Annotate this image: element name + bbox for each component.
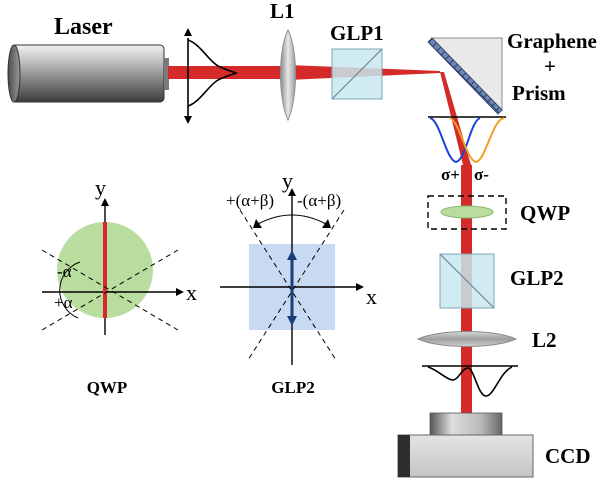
glp2-axis-y: y xyxy=(282,168,293,193)
camera-icon xyxy=(397,412,534,478)
spin-split-profiles xyxy=(428,116,506,164)
qwp-angle-minus: -α xyxy=(57,262,72,281)
sigma-minus-label: σ- xyxy=(474,165,489,184)
laser-label: Laser xyxy=(54,14,113,40)
qwp-axis-y: y xyxy=(95,175,106,200)
glp2-angle-minus: -(α+β) xyxy=(297,191,341,210)
l1-label: L1 xyxy=(270,0,295,23)
sigma-plus-label: σ+ xyxy=(441,165,460,184)
polarizer-cube-icon xyxy=(331,48,383,100)
output-profile xyxy=(422,365,518,397)
prism-icon xyxy=(427,37,503,115)
glp2-label: GLP2 xyxy=(510,266,564,290)
gaussian-profile-input xyxy=(184,28,238,124)
graphene-label-line2: + xyxy=(544,54,556,78)
glp2-inset-title: GLP2 xyxy=(271,378,314,397)
lens-icon xyxy=(280,28,296,122)
glp2-inset xyxy=(220,188,364,365)
graphene-label-line1: Graphene xyxy=(507,29,597,53)
quarter-wave-plate-icon xyxy=(427,195,507,230)
lens-icon xyxy=(416,331,518,347)
ccd-label: CCD xyxy=(545,444,591,468)
l2-label: L2 xyxy=(532,328,557,352)
laser-beam xyxy=(168,66,288,79)
laser-icon xyxy=(7,44,169,103)
graphene-label-line3: Prism xyxy=(512,81,566,105)
qwp-inset xyxy=(41,198,184,335)
glp2-angle-plus: +(α+β) xyxy=(226,191,274,210)
qwp-inset-title: QWP xyxy=(87,378,128,397)
polarizer-cube-icon xyxy=(439,253,495,309)
qwp-angle-plus: +α xyxy=(54,293,73,312)
qwp-axis-x: x xyxy=(186,280,197,305)
qwp-label: QWP xyxy=(520,201,570,225)
glp2-axis-x: x xyxy=(366,284,377,309)
glp1-label: GLP1 xyxy=(330,21,384,45)
